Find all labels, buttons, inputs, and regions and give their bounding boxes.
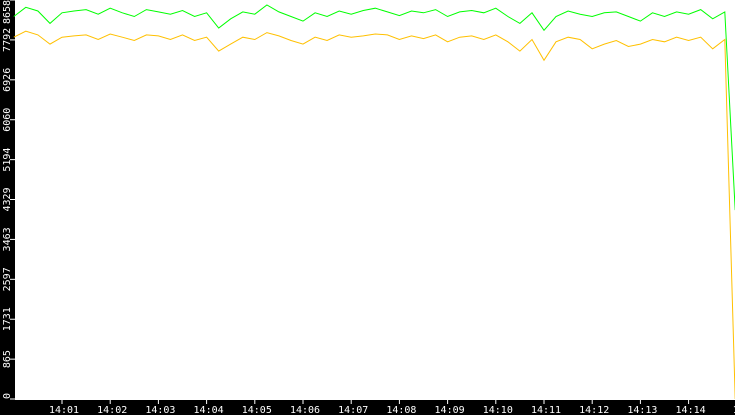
y-tick-label: 5194: [2, 148, 13, 172]
y-tick-label: 0: [2, 393, 13, 399]
y-tick-label: 8658: [2, 0, 13, 24]
x-tick-label: 14:06: [290, 405, 320, 415]
series-line-1: [13, 30, 735, 400]
series-line-0: [13, 4, 735, 211]
x-axis: 14:01 14:02 14:03 14:04 14:05 14:06 14:07 14:08…: [49, 400, 735, 415]
y-tick-label: 4329: [2, 187, 13, 211]
y-tick-label: 865: [2, 350, 13, 368]
y-tick-label: 1731: [2, 307, 13, 331]
y-tick-label: 2597: [2, 267, 13, 291]
y-axis: 0 865 1731 2597 3463 4329 5194 6060 6926 7792 8658: [2, 0, 15, 400]
x-tick-label: 14:04: [194, 405, 224, 415]
x-tick-label: 14:14: [676, 405, 706, 415]
x-tick-label: 14:01: [49, 405, 79, 415]
y-tick-label: 3463: [2, 227, 13, 251]
x-tick-label: 14:12: [579, 405, 609, 415]
x-tick-label: 14:05: [242, 405, 272, 415]
x-tick-label: 14:03: [145, 405, 175, 415]
x-tick-label: 14: [733, 405, 735, 415]
x-tick-label: 14:13: [627, 405, 657, 415]
x-tick-label: 14:07: [338, 405, 368, 415]
x-tick-label: 14:10: [483, 405, 513, 415]
y-tick-label: 6060: [2, 108, 13, 132]
x-tick-label: 14:09: [435, 405, 465, 415]
plot-area: [15, 0, 735, 400]
x-tick-label: 14:11: [531, 405, 561, 415]
series-group: [13, 4, 735, 400]
y-tick-label: 6926: [2, 68, 13, 92]
x-tick-label: 14:02: [97, 405, 127, 415]
x-tick-label: 14:08: [386, 405, 416, 415]
y-tick-label: 7792: [2, 28, 13, 52]
